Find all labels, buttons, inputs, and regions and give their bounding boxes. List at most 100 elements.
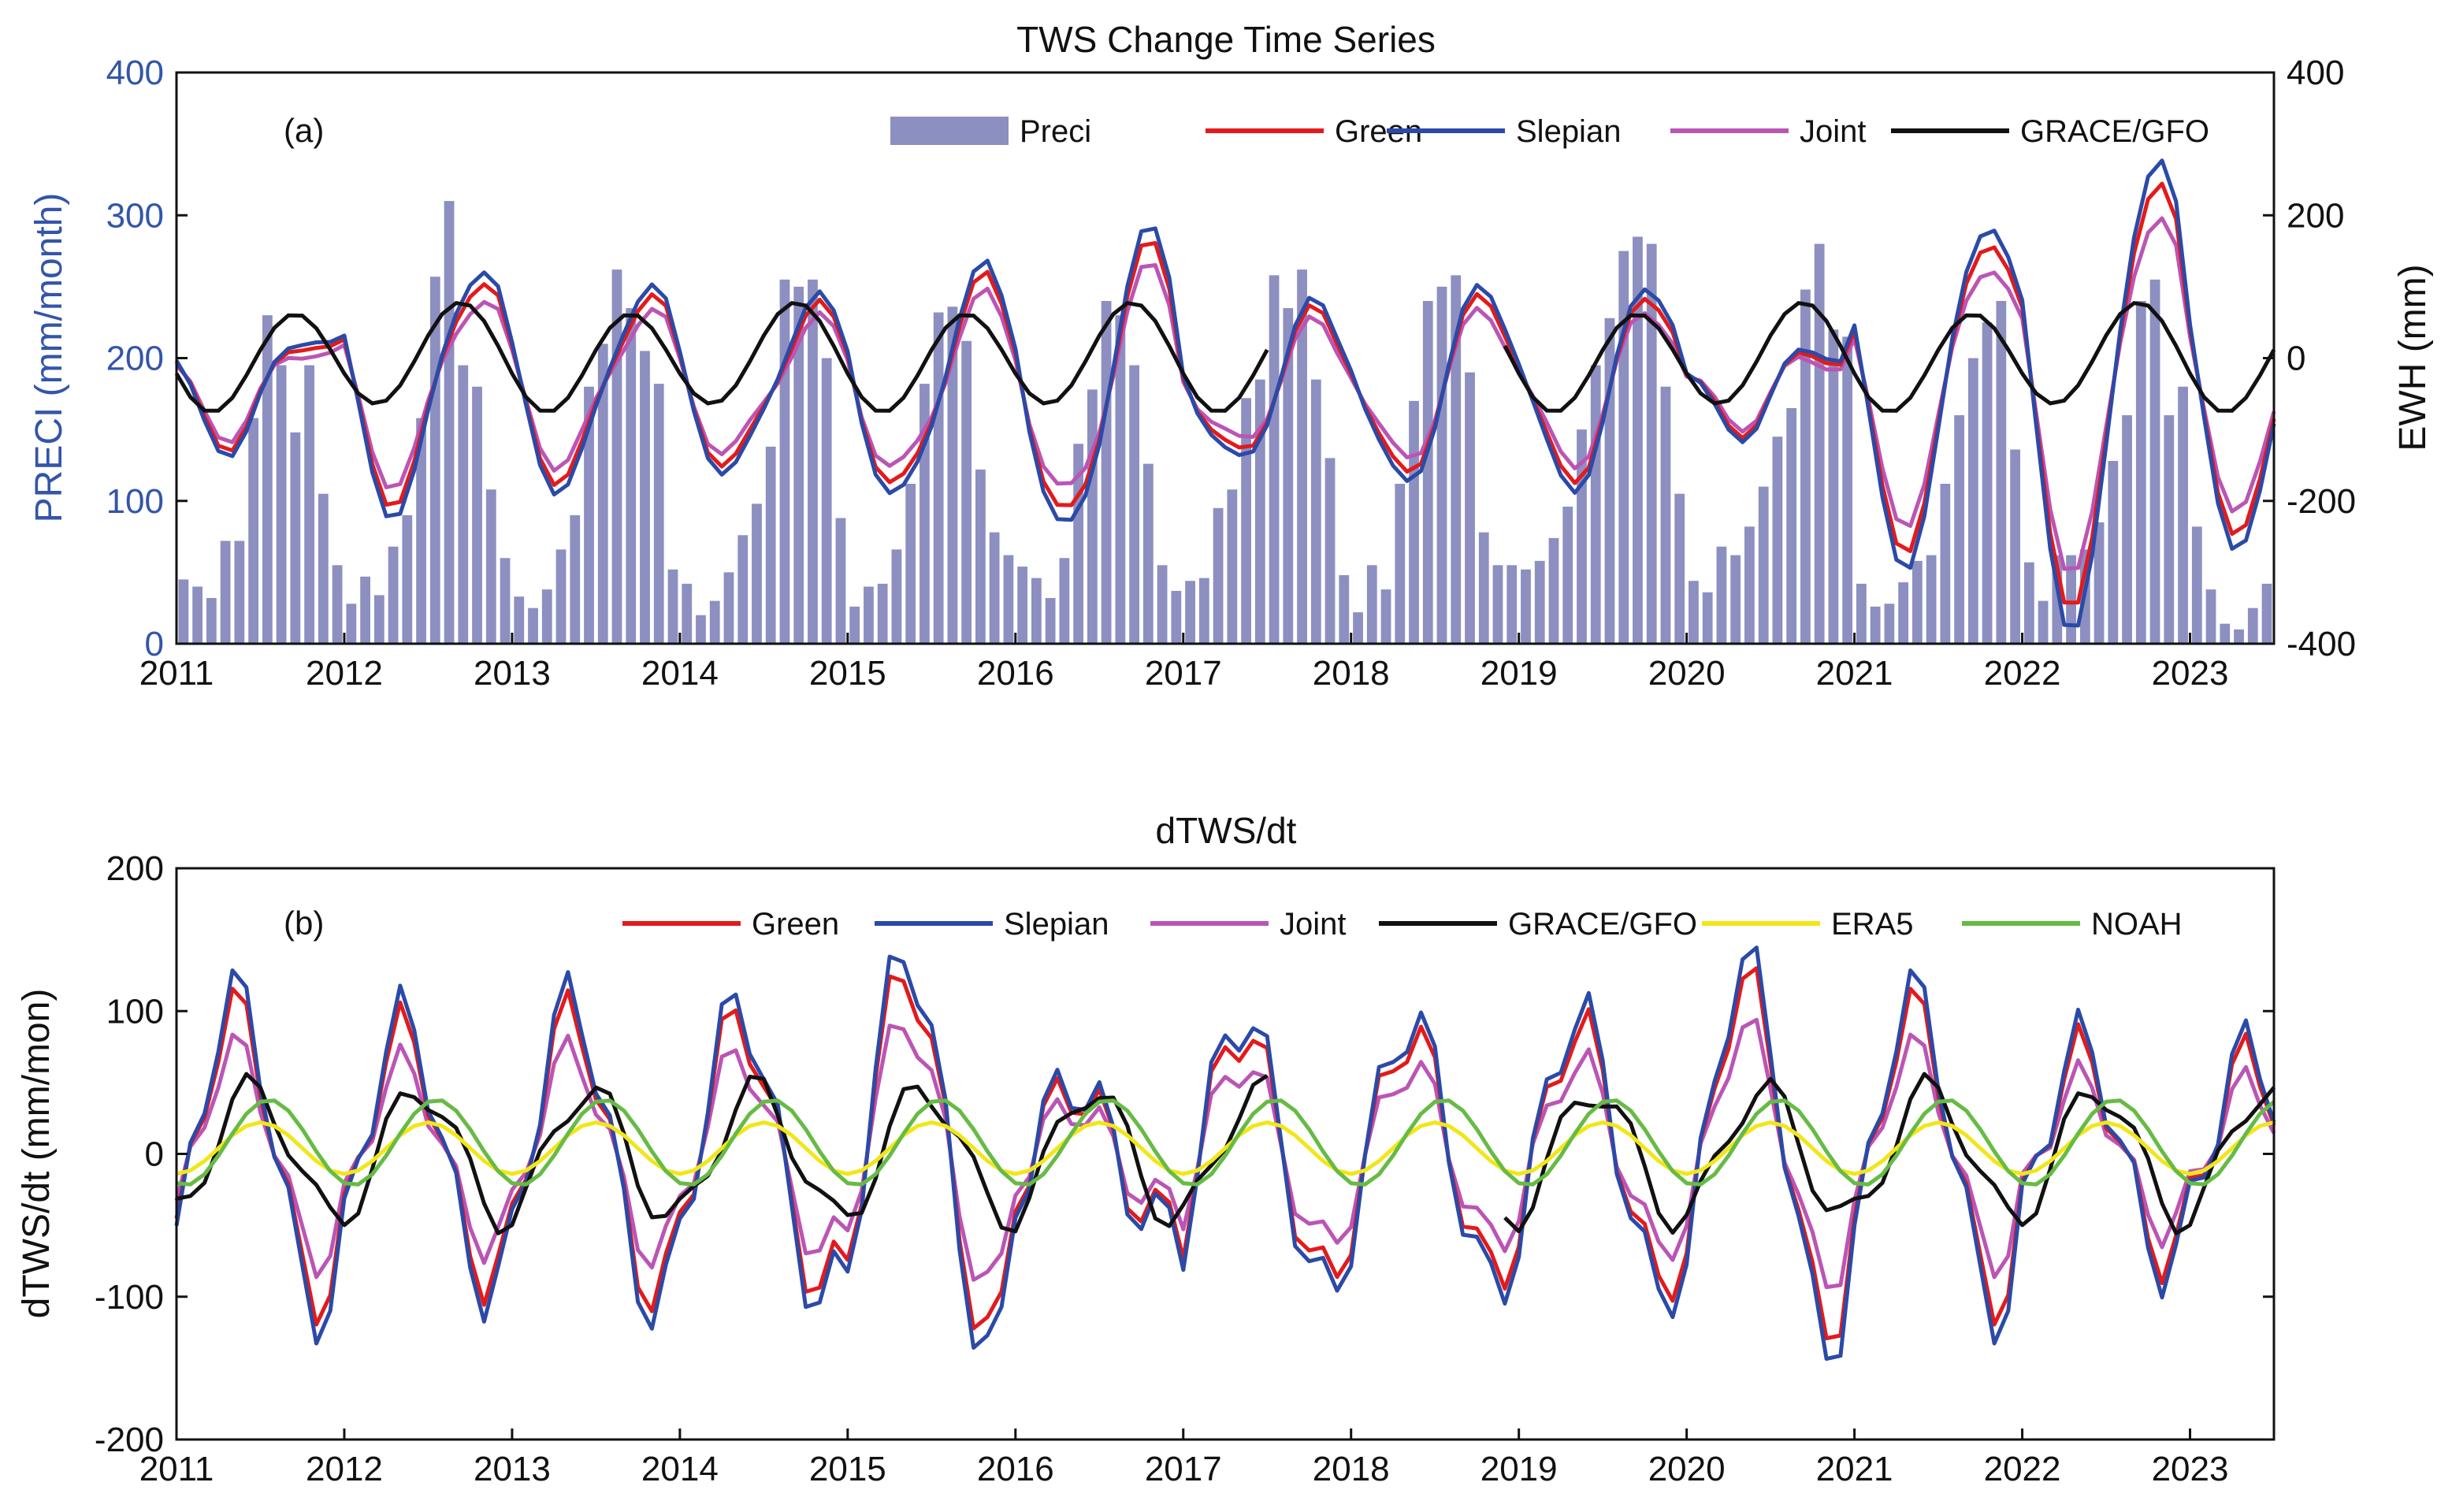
x-tick-label: 2017	[1145, 1450, 1222, 1488]
legend-label: ERA5	[1831, 907, 1914, 942]
preci-bar	[975, 469, 986, 644]
preci-bar	[2205, 589, 2216, 644]
preci-bar	[234, 541, 245, 644]
preci-bar	[2108, 461, 2119, 644]
x-tick-label: 2021	[1816, 1450, 1893, 1488]
preci-bar	[1521, 569, 1531, 644]
y-tick-label: -100	[95, 1278, 164, 1317]
panel-b-y-ticks: -200 -100 0 100 200	[95, 849, 2274, 1459]
preci-bar	[849, 606, 860, 644]
preci-bar	[1898, 582, 1909, 644]
preci-bar	[1171, 590, 1182, 644]
preci-bar	[1926, 555, 1937, 644]
left-y-tick-label: 200	[106, 340, 164, 378]
preci-bar	[961, 340, 972, 644]
preci-bar	[1633, 236, 1643, 644]
preci-bar	[2178, 386, 2188, 644]
preci-bar	[2261, 583, 2272, 644]
legend-label: Slepian	[1516, 114, 1621, 149]
preci-bar	[1269, 275, 1280, 644]
panel-a-lines	[174, 158, 2276, 628]
preci-bar	[1856, 583, 1867, 644]
preci-bar	[2093, 522, 2105, 644]
preci-bar	[1562, 507, 1573, 644]
preci-bar	[1297, 269, 1307, 644]
preci-bar	[989, 532, 1000, 644]
preci-bar	[1996, 301, 2007, 644]
x-tick-label: 2013	[474, 1450, 551, 1488]
preci-bar	[485, 489, 496, 644]
preci-bar	[1101, 301, 1112, 644]
x-tick-label: 2016	[977, 654, 1054, 693]
preci-bar	[528, 607, 538, 644]
preci-bar	[1115, 315, 1126, 644]
preci-bar	[877, 583, 888, 644]
y-tick-label: 100	[106, 992, 164, 1031]
preci-bar	[1395, 484, 1406, 644]
x-tick-label: 2019	[1480, 1450, 1558, 1488]
preci-bar	[737, 535, 749, 644]
preci-bar	[653, 384, 664, 644]
preci-bar	[2023, 562, 2034, 644]
left-y-tick-label: 0	[145, 625, 164, 663]
preci-bar	[1409, 400, 1419, 644]
panel-b-lines	[174, 945, 2276, 1362]
preci-bar	[402, 515, 413, 644]
preci-bar	[1227, 489, 1238, 644]
preci-bar	[793, 286, 804, 644]
preci-bar	[947, 306, 958, 644]
panel-b-title: dTWS/dt	[1156, 810, 1297, 851]
preci-bar	[1451, 275, 1462, 644]
preci-bar	[1506, 565, 1518, 644]
preci-bar	[2247, 607, 2258, 644]
preci-bar	[709, 600, 720, 644]
preci-bar	[318, 493, 329, 644]
panel-b-y-label: dTWS/dt (mm/mon)	[16, 989, 58, 1319]
preci-bar	[1548, 537, 1559, 644]
preci-bar	[1031, 578, 1042, 644]
preci-bar	[723, 572, 734, 644]
preci-bar	[682, 583, 693, 644]
preci-bar	[1842, 336, 1853, 644]
preci-bar	[1534, 560, 1545, 644]
preci-bar	[1814, 243, 1825, 644]
preci-bar	[1324, 458, 1336, 644]
x-tick-label: 2020	[1648, 654, 1726, 693]
series-line-grace-gfo	[174, 300, 2276, 413]
legend-label: Joint	[1280, 907, 1347, 942]
preci-bar	[541, 589, 552, 644]
preci-bar	[1967, 358, 1978, 644]
preci-bar	[1339, 575, 1350, 644]
x-tick-label: 2022	[1984, 1450, 2061, 1488]
preci-bar	[1198, 578, 1209, 644]
y-tick-label: -200	[95, 1421, 164, 1459]
preci-bar	[2066, 555, 2076, 644]
preci-bar	[290, 432, 301, 644]
left-y-tick-label: 100	[106, 482, 164, 521]
right-axis-label: EWH (mm)	[2392, 264, 2434, 451]
preci-bar	[1017, 567, 1028, 644]
right-y-tick-label: 0	[2287, 340, 2305, 378]
preci-bar	[1142, 463, 1154, 644]
preci-bar	[1422, 301, 1433, 644]
x-tick-label: 2012	[306, 654, 383, 693]
preci-bar	[1674, 493, 1685, 644]
preci-bar	[626, 308, 637, 644]
right-y-tick-label: -400	[2287, 625, 2356, 663]
preci-bar	[304, 365, 314, 644]
preci-bar	[1310, 379, 1321, 644]
preci-bar	[1283, 308, 1294, 644]
x-tick-label: 2014	[641, 654, 719, 693]
preci-bar	[1870, 606, 1881, 644]
preci-bar	[765, 446, 776, 644]
legend-label: Green	[752, 907, 839, 942]
preci-bar	[1492, 565, 1503, 644]
preci-bar	[864, 586, 874, 644]
preci-bar	[1758, 486, 1769, 644]
preci-bar	[2149, 279, 2160, 644]
right-y-tick-label: 400	[2287, 54, 2344, 92]
legend-label: Joint	[1800, 114, 1867, 149]
series-line-noah	[176, 1098, 2276, 1187]
x-tick-label: 2015	[809, 654, 886, 693]
preci-bar	[696, 615, 706, 644]
